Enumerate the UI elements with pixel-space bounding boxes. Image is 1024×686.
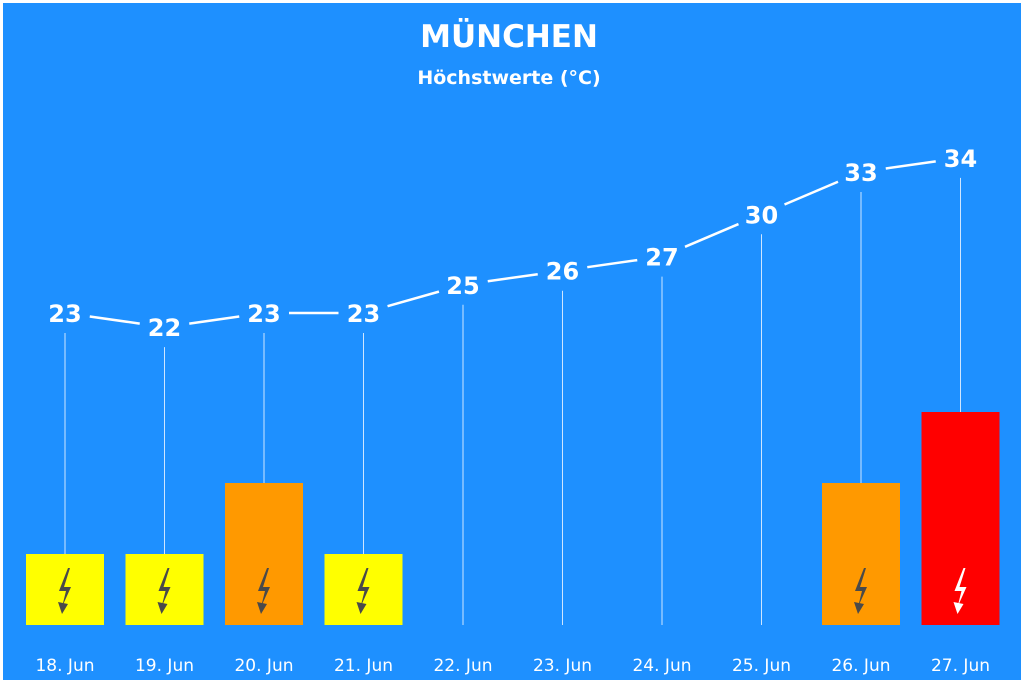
lightning-icon	[258, 568, 270, 607]
lightning-icon	[855, 568, 867, 607]
temperature-chart: MÜNCHEN Höchstwerte (°C) 23 22 23 23 25 26 27 3…	[26, 18, 1000, 676]
line-segment	[684, 222, 739, 248]
chart-area: MÜNCHEN Höchstwerte (°C) 23 22 23 23 25 26 27 3…	[3, 3, 1021, 680]
value-label: 30	[745, 201, 778, 229]
value-label: 34	[944, 145, 977, 173]
x-tick-label: 22. Jun	[433, 656, 492, 676]
value-labels: 23 22 23 23 25 26 27 30 33 34	[48, 145, 977, 342]
lightning-icon	[158, 568, 171, 607]
x-tick-label: 21. Jun	[334, 656, 393, 676]
x-tick-label: 25. Jun	[732, 656, 791, 676]
line-segment	[784, 180, 839, 206]
value-label: 33	[844, 159, 877, 187]
line-segment	[587, 258, 638, 269]
chart-subtitle: Höchstwerte (°C)	[417, 67, 600, 89]
value-label: 23	[48, 300, 81, 328]
lightning-arrow-icon	[157, 602, 168, 614]
lightning-arrow-icon	[854, 602, 864, 614]
line-segment	[885, 160, 936, 170]
value-label: 22	[148, 314, 181, 342]
line-segment	[487, 272, 538, 283]
x-tick-label: 27. Jun	[931, 656, 990, 676]
value-label: 26	[546, 258, 579, 286]
warning-bars	[26, 412, 1000, 625]
lightning-arrow-icon	[257, 602, 267, 614]
temperature-line	[89, 160, 936, 325]
warning-bar	[822, 483, 900, 625]
x-axis-labels: 18. Jun 19. Jun 20. Jun 21. Jun 22. Jun 23. J…	[35, 656, 990, 676]
warning-bar	[225, 483, 303, 625]
x-tick-label: 19. Jun	[135, 656, 194, 676]
x-tick-label: 20. Jun	[234, 656, 293, 676]
value-label: 23	[347, 300, 380, 328]
lightning-icon	[954, 568, 967, 607]
lightning-arrow-icon	[953, 602, 964, 614]
value-label: 23	[247, 300, 280, 328]
chart-title: MÜNCHEN	[420, 18, 598, 55]
warning-bar	[921, 412, 1000, 625]
lightning-icon	[357, 568, 370, 607]
lightning-arrow-icon	[58, 602, 68, 614]
value-label: 27	[645, 244, 678, 272]
x-tick-label: 23. Jun	[533, 656, 592, 676]
line-segment	[189, 315, 240, 325]
x-tick-label: 24. Jun	[632, 656, 691, 676]
x-tick-label: 26. Jun	[831, 656, 890, 676]
lightning-icon	[59, 568, 71, 607]
lightning-arrow-icon	[356, 602, 367, 614]
line-segment	[387, 290, 440, 308]
line-segment	[89, 315, 140, 325]
x-tick-label: 18. Jun	[35, 656, 94, 676]
value-label: 25	[446, 272, 479, 300]
